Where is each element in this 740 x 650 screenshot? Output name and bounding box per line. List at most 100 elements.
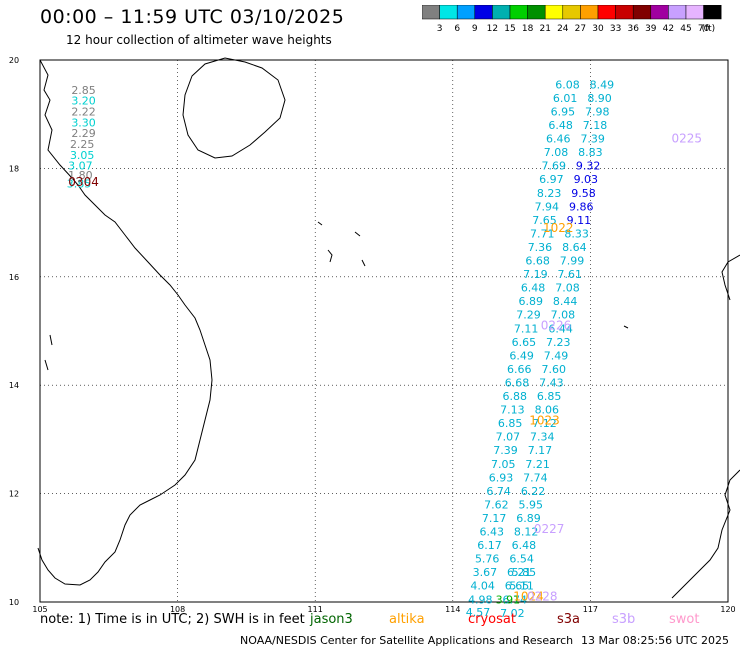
map-title: 00:00 – 11:59 UTC 03/10/2025 xyxy=(40,6,345,28)
wave-height-label: 4.57 xyxy=(466,606,491,619)
satellite-s3b: s3b xyxy=(612,612,636,627)
wave-height-label: 7.94 xyxy=(535,200,560,213)
wave-height-label: 7.34 xyxy=(530,431,555,444)
wave-height-label: 9.58 xyxy=(571,187,596,200)
wave-height-label: 2.25 xyxy=(70,138,95,151)
wave-height-label: 3.07 xyxy=(68,160,93,173)
wave-height-label: 7.69 xyxy=(541,160,566,173)
wave-height-label: 4.98 xyxy=(468,593,493,606)
wave-height-label: 7.08 xyxy=(544,146,569,159)
wave-height-label: 6.93 xyxy=(489,471,514,484)
scale-tick-label: 24 xyxy=(557,24,569,34)
lon-tick-label: 117 xyxy=(583,605,598,614)
wave-height-label: 8.33 xyxy=(564,227,589,240)
track-id-label: 0228 xyxy=(527,590,558,604)
wave-height-label: 7.99 xyxy=(560,255,585,268)
track-id-label: 0226 xyxy=(541,319,572,333)
coastline-icon xyxy=(37,57,740,599)
scale-tick-label: 6 xyxy=(454,24,460,34)
wave-height-label: 6.22 xyxy=(521,485,546,498)
wave-height-label: 7.17 xyxy=(482,512,507,525)
wave-height-label: 3.05 xyxy=(70,149,95,162)
color-scale: 3 6 9 12 15 18 21 24 27 30 33 36 39 42 45 70(ft) xyxy=(422,5,722,34)
axis-ticks: 105 108 111 114 117 120 20 18 16 14 12 10 xyxy=(9,56,736,614)
scale-tick-label: 18 xyxy=(522,24,534,34)
scale-tick-label: 45 xyxy=(680,24,691,34)
lat-tick-label: 18 xyxy=(9,164,19,173)
wave-height-label: 7.21 xyxy=(525,458,550,471)
wave-height-label: 7.98 xyxy=(585,105,610,118)
wave-height-label: 6.97 xyxy=(539,173,564,186)
wave-height-label: 7.05 xyxy=(491,458,516,471)
lat-tick-label: 20 xyxy=(9,56,19,65)
wave-height-label: 7.36 xyxy=(528,241,553,254)
wave-height-label: 6.48 xyxy=(521,282,546,295)
wave-height-label: 9.86 xyxy=(569,200,594,213)
wave-height-label: 5.76 xyxy=(475,553,500,566)
wave-height-label: 7.11 xyxy=(514,322,539,335)
wave-height-label: 6.21 xyxy=(507,566,532,579)
scale-swatch xyxy=(703,5,722,20)
wave-height-label: 6.65 xyxy=(505,580,530,593)
wave-height-label: 6.54 xyxy=(509,553,534,566)
wave-height-label: 6.89 xyxy=(519,295,544,308)
wave-height-label: 8.44 xyxy=(553,295,578,308)
wave-height-label: 6.49 xyxy=(509,349,534,362)
scale-tick-label: 21 xyxy=(539,24,550,34)
lon-tick-label: 114 xyxy=(445,605,460,614)
wave-height-label: 9.03 xyxy=(574,173,599,186)
wave-height-label: 7.62 xyxy=(484,498,509,511)
scale-tick-label: 27 xyxy=(575,24,586,34)
track-id-label: 0227 xyxy=(534,522,565,536)
scale-unit: (ft) xyxy=(702,24,716,34)
wave-height-label: 7.23 xyxy=(546,336,571,349)
wave-height-label: 6.46 xyxy=(546,133,571,146)
wave-height-label: 3.30 xyxy=(71,116,96,129)
wave-height-label: 2.22 xyxy=(71,105,96,118)
scale-tick-label: 15 xyxy=(504,24,515,34)
wave-height-label: 6.95 xyxy=(551,105,576,118)
wave-height-label: 9.32 xyxy=(576,160,601,173)
lat-tick-label: 12 xyxy=(9,490,19,499)
wave-height-label: 8.90 xyxy=(587,92,612,105)
wave-height-label: 7.08 xyxy=(555,282,580,295)
lat-tick-label: 10 xyxy=(9,598,19,607)
wave-height-label: 6.65 xyxy=(512,336,537,349)
wave-height-label: 6.66 xyxy=(507,363,532,376)
lat-tick-label: 16 xyxy=(9,273,19,282)
wave-height-label: 7.71 xyxy=(530,227,555,240)
wave-height-label: 3.20 xyxy=(71,95,96,108)
lon-tick-label: 108 xyxy=(170,605,185,614)
wave-height-label: 6.48 xyxy=(512,539,537,552)
wave-height-label: 7.74 xyxy=(523,471,548,484)
wave-height-label: 2.85 xyxy=(71,84,96,97)
wave-height-label: 9.11 xyxy=(567,214,592,227)
wave-height-label: 6.01 xyxy=(553,92,578,105)
scale-tick-label: 33 xyxy=(610,24,621,34)
wave-height-values: 2.853.202.223.302.292.253.053.071.803.85… xyxy=(67,78,614,619)
wave-height-label: 7.60 xyxy=(541,363,566,376)
map-subtitle: 12 hour collection of altimeter wave hei… xyxy=(66,33,332,47)
lat-tick-label: 14 xyxy=(9,381,19,390)
satellite-cryosat: cryosat xyxy=(468,612,516,627)
wave-height-label: 8.12 xyxy=(514,526,539,539)
east-coast xyxy=(671,254,740,599)
wave-height-label: 7.17 xyxy=(528,444,553,457)
wave-height-label: 8.06 xyxy=(535,404,560,417)
wave-height-label: 6.44 xyxy=(548,322,573,335)
scale-tick-label: 3 xyxy=(437,24,443,34)
wave-height-label: 7.13 xyxy=(500,404,525,417)
track-id-label: 0225 xyxy=(671,132,702,146)
vietnam-coast xyxy=(37,59,213,586)
wave-height-label: 6.89 xyxy=(516,512,541,525)
wave-height-label: 7.39 xyxy=(493,444,518,457)
map-frame xyxy=(39,59,729,603)
hainan-island xyxy=(182,57,286,159)
wave-height-label: 6.48 xyxy=(548,119,573,132)
wave-height-label: 6.17 xyxy=(477,539,502,552)
track-id-label: 1022 xyxy=(543,221,574,235)
satellite-jason3: jason3 xyxy=(310,612,353,627)
wave-height-label: 1.80 xyxy=(68,169,93,182)
grid-lines xyxy=(39,59,729,603)
